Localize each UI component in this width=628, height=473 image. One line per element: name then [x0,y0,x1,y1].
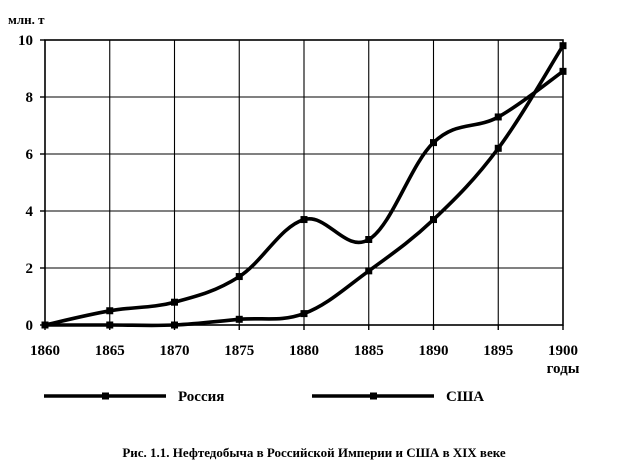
data-point [106,307,114,315]
y-tick-label: 0 [26,318,34,334]
y-tick-label: 10 [18,33,33,49]
chart-title: Рис. 1.1. Нефтедобыча в Российской Импер… [122,445,506,460]
legend: Россия США [44,389,484,405]
series-line [43,43,565,328]
y-axis-label: млн. т [8,12,45,27]
x-tick-label: 1860 [30,343,60,359]
data-point [300,216,308,224]
legend-item-2: США [312,389,484,405]
data-point [494,144,502,152]
y-tick-label: 2 [26,261,34,277]
data-point [365,236,373,243]
x-tick-label: 1895 [483,343,513,359]
data-point [365,267,373,275]
x-tick-label: 1890 [419,343,449,359]
x-tick-label: 1865 [95,343,125,359]
legend-label: США [446,389,484,405]
x-axis-ticks: 1860 1865 1870 1875 1880 1885 1890 1895 1900 [30,325,578,359]
y-tick-label: 6 [26,147,34,163]
legend-item-1: Россия [44,389,224,405]
x-tick-label: 1885 [354,343,384,359]
x-tick-label: 1875 [224,343,254,359]
data-point [300,310,308,318]
data-point [171,298,178,306]
x-tick-label: 1880 [289,343,319,359]
y-tick-label: 4 [26,204,34,220]
data-point [559,67,567,75]
data-point [430,216,437,224]
y-tick-label: 8 [26,90,34,106]
legend-swatch-marker [370,392,377,400]
y-axis-ticks: 0 2 4 6 8 10 [18,33,45,334]
data-point [559,42,567,50]
legend-label: Россия [178,389,224,405]
x-tick-label: 1870 [160,343,190,359]
legend-swatch-marker [102,392,109,400]
grid [45,40,563,325]
x-axis-label: годы [547,361,580,377]
data-point [494,113,502,121]
data-point [430,139,437,147]
data-point [235,273,243,281]
x-tick-label: 1900 [548,343,578,359]
data-point [235,315,243,323]
